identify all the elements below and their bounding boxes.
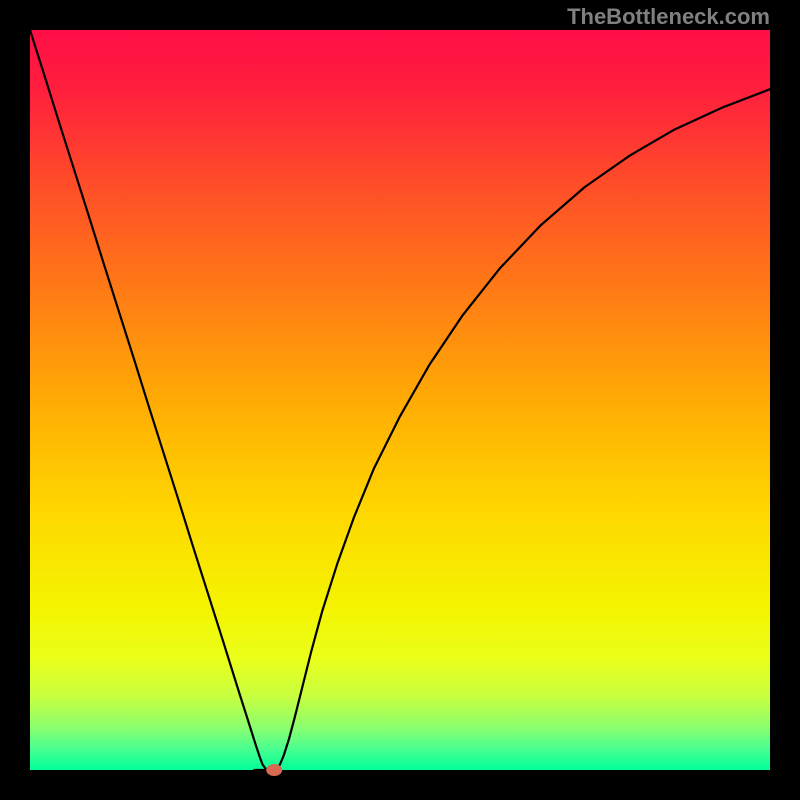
plot-area — [30, 30, 770, 770]
bottleneck-chart: TheBottleneck.com — [0, 0, 800, 800]
watermark-text: TheBottleneck.com — [567, 4, 770, 30]
curve-layer — [30, 30, 770, 770]
optimum-marker — [266, 764, 282, 776]
bottleneck-curve — [30, 30, 770, 770]
